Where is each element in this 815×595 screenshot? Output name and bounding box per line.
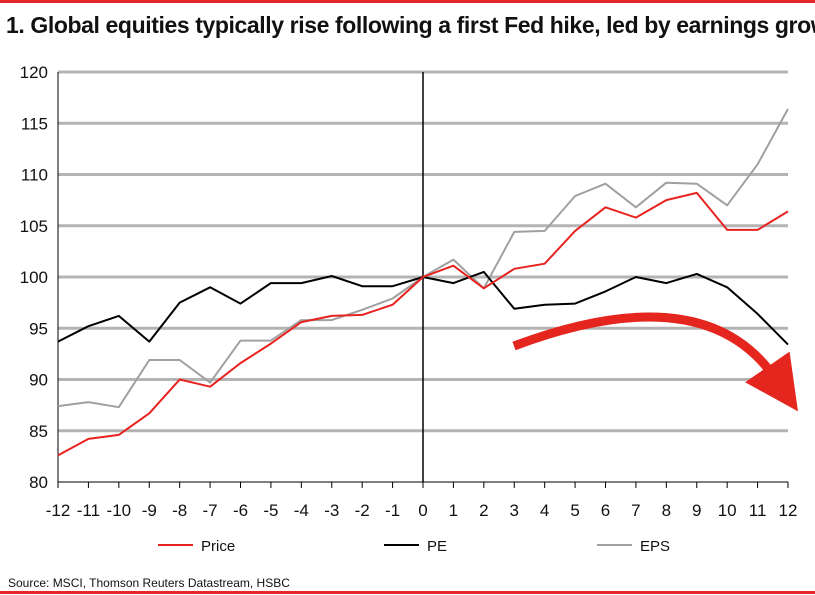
chart-title: 1. Global equities typically rise follow… (6, 12, 815, 38)
x-tick-label: -11 (77, 501, 100, 520)
y-tick-label: 85 (29, 422, 48, 441)
y-tick-label: 100 (20, 268, 48, 287)
series-layer (57, 108, 789, 457)
legend-label-eps: EPS (640, 538, 670, 555)
x-tick-label: 7 (631, 501, 640, 520)
y-tick-label: 105 (20, 217, 48, 236)
x-tick-label: -5 (263, 501, 278, 520)
y-tick-label: 90 (29, 371, 48, 390)
x-tick-label: -10 (107, 501, 132, 520)
x-tick-label: 4 (540, 501, 549, 520)
y-tick-label: 120 (20, 63, 48, 82)
x-tick-label: 5 (570, 501, 579, 520)
x-tick-label: -6 (233, 501, 248, 520)
source-note: Source: MSCI, Thomson Reuters Datastream… (8, 576, 290, 590)
x-tick-label: 8 (662, 501, 671, 520)
y-tick-label: 95 (29, 319, 48, 338)
y-tick-label: 110 (21, 166, 48, 185)
legend: Price PE EPS (158, 538, 670, 555)
x-tick-label: -9 (142, 501, 157, 520)
x-tick-label: -7 (203, 501, 218, 520)
x-tick-label: -8 (172, 501, 187, 520)
x-tick-label: 10 (718, 501, 737, 520)
x-tick-label: -1 (385, 501, 400, 520)
x-tick-label: 3 (510, 501, 519, 520)
x-tick-label: 1 (449, 501, 458, 520)
x-tick-label: -4 (294, 501, 309, 520)
series-line-price (57, 191, 789, 457)
x-tick-label: 9 (692, 501, 701, 520)
x-tick-label: 12 (779, 501, 798, 520)
x-tick-label: 0 (418, 501, 427, 520)
top-rule (0, 0, 815, 3)
x-tick-label: -3 (324, 501, 339, 520)
legend-label-price: Price (201, 538, 235, 555)
y-tick-label: 80 (29, 473, 48, 492)
y-tick-label: 115 (21, 114, 48, 133)
x-tick-label: -12 (46, 501, 71, 520)
bottom-rule (0, 591, 815, 594)
x-tick-label: 6 (601, 501, 610, 520)
x-tick-label: 2 (479, 501, 488, 520)
curved-arrow-annotation (512, 312, 799, 412)
x-tick-label: 11 (749, 501, 767, 520)
legend-label-pe: PE (427, 538, 447, 555)
x-tick-label: -2 (355, 501, 370, 520)
